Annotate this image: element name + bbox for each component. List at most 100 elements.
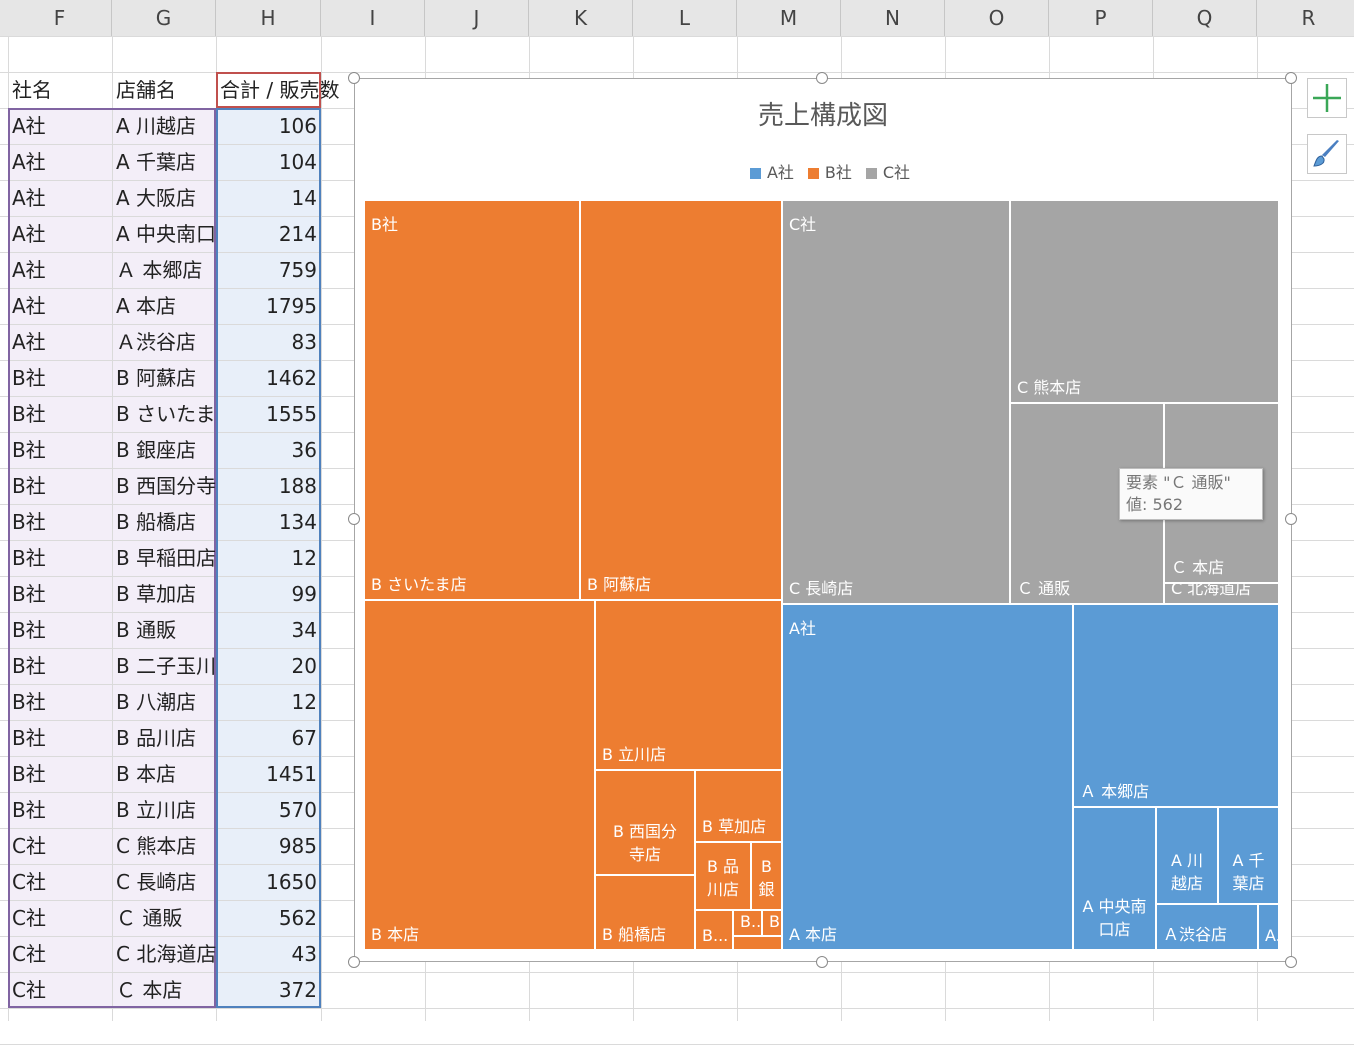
cell-store[interactable]: C 北海道店 — [116, 942, 216, 966]
treemap-tile[interactable]: B 草加店 — [696, 771, 781, 841]
chart-title[interactable]: 売上構成図 — [757, 101, 888, 131]
cell-company[interactable]: A社 — [12, 294, 46, 318]
column-header-P[interactable]: P — [1049, 0, 1153, 36]
cell-store[interactable]: A 中央南口 — [116, 222, 216, 246]
cell-store[interactable]: B 八潮店 — [116, 690, 197, 714]
cell-store[interactable]: B 草加店 — [116, 582, 197, 606]
cell-total[interactable]: 1795 — [266, 294, 317, 318]
resize-handle-bottom[interactable] — [816, 956, 828, 968]
cell-total[interactable]: 570 — [278, 798, 317, 822]
cell-total[interactable]: 99 — [291, 582, 317, 606]
cell-store[interactable]: C 長崎店 — [116, 870, 197, 894]
chart-elements-button[interactable] — [1307, 78, 1347, 118]
resize-handle-bottom-right[interactable] — [1285, 956, 1297, 968]
cell-store[interactable]: B 早稲田店 — [116, 546, 216, 570]
treemap-tile[interactable]: Ａ 本郷店 — [1074, 605, 1278, 806]
cell-store[interactable]: A 千葉店 — [116, 150, 197, 174]
treemap-plot-area[interactable]: B社 B さいたま店 B 阿蘇店 B 本店 B 立川店 B 西国分 寺店 B 草加店 B 船橋店… — [365, 201, 1279, 949]
cell-total[interactable]: 759 — [278, 258, 317, 282]
column-header-F[interactable]: F — [8, 0, 112, 36]
treemap-chart[interactable]: 売上構成図 A社 B社 C社 B社 B さいたま店 B 阿蘇店 B 本店 B 立川店 B 西国… — [354, 78, 1292, 962]
cell-company[interactable]: B社 — [12, 402, 46, 426]
treemap-tile[interactable]: B 品川店 — [696, 843, 750, 909]
cell-store[interactable]: Ａ渋谷店 — [116, 330, 196, 354]
column-header-R[interactable]: R — [1257, 0, 1354, 36]
cell-store[interactable]: B 二子玉川 — [116, 654, 216, 678]
cell-company[interactable]: B社 — [12, 510, 46, 534]
cell-total[interactable]: 34 — [291, 618, 317, 642]
cell-company[interactable]: B社 — [12, 474, 46, 498]
column-header-O[interactable]: O — [945, 0, 1049, 36]
treemap-tile[interactable]: B 立川店 — [596, 601, 781, 769]
cell-total[interactable]: 372 — [278, 978, 317, 1002]
cell-total[interactable]: 1462 — [266, 366, 317, 390]
column-header-J[interactable]: J — [425, 0, 529, 36]
cell-company[interactable]: B社 — [12, 438, 46, 462]
cell-company[interactable]: B社 — [12, 366, 46, 390]
cell-store[interactable]: A 本店 — [116, 294, 177, 318]
cell-total[interactable]: 1650 — [266, 870, 317, 894]
treemap-tile[interactable]: B 船橋店 — [596, 876, 694, 949]
treemap-tile[interactable]: A 川越店 — [1157, 808, 1217, 903]
cell-store[interactable]: B 阿蘇店 — [116, 366, 197, 390]
resize-handle-right[interactable] — [1285, 513, 1297, 525]
cell-total[interactable]: 12 — [291, 690, 317, 714]
cell-company[interactable]: B社 — [12, 726, 46, 750]
resize-handle-left[interactable] — [348, 513, 360, 525]
cell-store[interactable]: B 立川店 — [116, 798, 197, 822]
cell-store[interactable]: Ｃ 通販 — [116, 906, 183, 930]
cell-company[interactable]: C社 — [12, 870, 46, 894]
treemap-tile[interactable]: A 中央南 口店 — [1074, 808, 1155, 949]
cell-total[interactable]: 36 — [291, 438, 317, 462]
resize-handle-top[interactable] — [816, 72, 828, 84]
cell-company[interactable]: B社 — [12, 690, 46, 714]
cell-store[interactable]: B さいたま — [116, 402, 216, 426]
treemap-tile[interactable]: A... — [1259, 905, 1278, 949]
column-header-I[interactable]: I — [321, 0, 425, 36]
cell-store[interactable]: B 本店 — [116, 762, 177, 786]
cell-company[interactable]: B社 — [12, 546, 46, 570]
cell-store[interactable]: B 銀座店 — [116, 438, 197, 462]
column-header-K[interactable]: K — [529, 0, 633, 36]
cell-total[interactable]: 1555 — [266, 402, 317, 426]
cell-company[interactable]: B社 — [12, 798, 46, 822]
cell-company[interactable]: C社 — [12, 978, 46, 1002]
treemap-tile[interactable]: B... — [696, 911, 732, 949]
treemap-tile[interactable]: B 阿蘇店 — [581, 201, 781, 599]
cell-store[interactable]: B 西国分寺 — [116, 474, 216, 498]
column-header-L[interactable]: L — [633, 0, 737, 36]
cell-total[interactable]: 214 — [278, 222, 317, 246]
cell-total[interactable]: 134 — [278, 510, 317, 534]
cell-company[interactable]: C社 — [12, 942, 46, 966]
treemap-tile[interactable] — [734, 937, 781, 949]
cell-total[interactable]: 43 — [291, 942, 317, 966]
header-store[interactable]: 店舗名 — [116, 78, 176, 102]
treemap-tile[interactable]: C 熊本店 — [1011, 201, 1278, 402]
cell-company[interactable]: B社 — [12, 582, 46, 606]
column-header-G[interactable]: G — [112, 0, 216, 36]
chart-legend[interactable]: A社 B社 C社 — [355, 159, 1291, 183]
treemap-tile[interactable]: C 北海道店 — [1165, 584, 1278, 603]
treemap-tile[interactable]: Ａ渋谷店 — [1157, 905, 1257, 949]
cell-total[interactable]: 1451 — [266, 762, 317, 786]
cell-company[interactable]: A社 — [12, 114, 46, 138]
cell-total[interactable]: 20 — [291, 654, 317, 678]
cell-store[interactable]: C 熊本店 — [116, 834, 197, 858]
cell-company[interactable]: A社 — [12, 258, 46, 282]
cell-company[interactable]: C社 — [12, 834, 46, 858]
resize-handle-bottom-left[interactable] — [348, 956, 360, 968]
cell-company[interactable]: A社 — [12, 150, 46, 174]
cell-total[interactable]: 12 — [291, 546, 317, 570]
column-header-Q[interactable]: Q — [1153, 0, 1257, 36]
cell-store[interactable]: Ａ 本郷店 — [116, 258, 203, 282]
cell-total[interactable]: 83 — [291, 330, 317, 354]
cell-total[interactable]: 14 — [291, 186, 317, 210]
cell-company[interactable]: A社 — [12, 330, 46, 354]
cell-company[interactable]: B社 — [12, 618, 46, 642]
header-company[interactable]: 社名 — [12, 78, 52, 102]
cell-store[interactable]: A 川越店 — [116, 114, 197, 138]
resize-handle-top-left[interactable] — [348, 72, 360, 84]
cell-total[interactable]: 106 — [278, 114, 317, 138]
cell-total[interactable]: 67 — [291, 726, 317, 750]
